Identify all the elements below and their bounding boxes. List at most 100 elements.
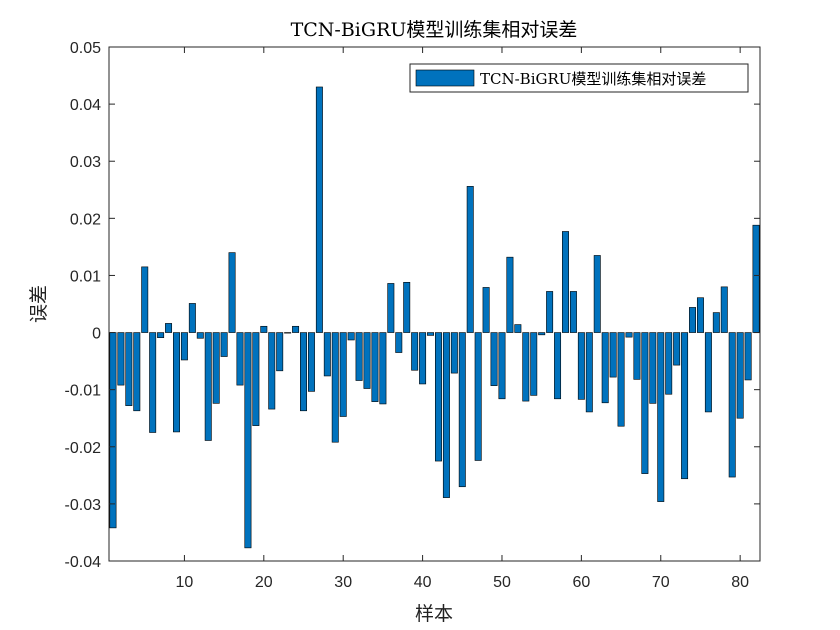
bar <box>395 332 403 353</box>
bar <box>657 332 665 502</box>
bar <box>220 332 228 357</box>
y-axis-ticks: -0.04 -0.03 -0.02 -0.01 0 0.01 0.02 0.03 0.04 0.0… <box>65 40 760 571</box>
bar <box>673 332 681 366</box>
bar <box>141 266 149 333</box>
bar <box>609 332 617 378</box>
bar <box>593 255 601 333</box>
bar <box>355 332 363 381</box>
bar <box>681 332 689 480</box>
bar <box>188 303 196 333</box>
bar <box>728 332 736 478</box>
bar <box>331 332 339 443</box>
legend: TCN-BiGRU模型训练集相对误差 <box>409 63 749 93</box>
x-tick-label: 60 <box>572 574 590 591</box>
bar <box>474 332 482 461</box>
bar <box>323 332 331 377</box>
y-tick-label: -0.02 <box>65 440 102 457</box>
bar <box>157 332 165 338</box>
bar <box>649 332 657 404</box>
bar <box>347 332 355 341</box>
y-tick-label: 0 <box>92 326 101 343</box>
bar <box>458 332 466 488</box>
bar <box>300 332 307 412</box>
bar <box>276 332 284 372</box>
plot-area <box>109 47 760 561</box>
bar <box>712 312 720 333</box>
bar <box>490 332 498 386</box>
bar <box>530 332 538 396</box>
bar <box>569 291 577 333</box>
x-tick-label: 30 <box>334 574 352 591</box>
bar <box>442 332 450 498</box>
x-tick-label: 20 <box>255 574 273 591</box>
bar <box>498 332 506 400</box>
bar <box>506 256 514 333</box>
bar <box>173 332 180 433</box>
bar <box>562 231 569 333</box>
bar <box>379 332 387 405</box>
bar <box>236 332 244 386</box>
bar <box>307 332 315 392</box>
legend-label: TCN-BiGRU模型训练集相对误差 <box>480 70 706 88</box>
bar <box>125 332 133 406</box>
bar <box>538 332 546 336</box>
bar <box>387 283 395 333</box>
bar-group <box>109 86 760 549</box>
legend-swatch <box>415 69 475 87</box>
bar <box>585 332 593 413</box>
bar <box>482 287 490 333</box>
bar <box>411 332 419 371</box>
bar <box>419 332 427 385</box>
bar <box>601 332 609 404</box>
bar <box>450 332 458 374</box>
bar <box>577 332 585 400</box>
bar <box>633 332 641 380</box>
bar <box>212 332 220 404</box>
y-tick-label: 0.05 <box>70 40 101 57</box>
bar <box>522 332 530 402</box>
bar <box>260 325 268 333</box>
bar <box>546 291 554 333</box>
bar <box>704 332 712 413</box>
bar <box>371 332 379 402</box>
x-tick-label: 80 <box>731 574 749 591</box>
x-tick-label: 70 <box>652 574 670 591</box>
bar <box>228 252 236 333</box>
bar <box>427 332 435 336</box>
y-tick-label: 0.04 <box>70 97 101 114</box>
bar <box>752 224 760 333</box>
x-tick-label: 10 <box>176 574 194 591</box>
bar <box>625 332 633 338</box>
y-tick-label: 0.01 <box>70 268 101 285</box>
bar <box>109 332 117 529</box>
bar <box>180 332 188 361</box>
bar <box>244 332 252 549</box>
bar <box>315 86 323 333</box>
bar <box>149 332 157 433</box>
y-tick-label: -0.04 <box>65 554 102 571</box>
x-tick-label: 50 <box>493 574 511 591</box>
bar <box>617 332 625 427</box>
x-axis-ticks: 10 20 30 40 50 60 70 80 <box>176 47 749 591</box>
bar <box>196 332 204 339</box>
bar <box>133 332 141 412</box>
chart-title: TCN-BiGRU模型训练集相对误差 <box>291 19 578 41</box>
y-tick-label: -0.03 <box>65 497 102 514</box>
bar <box>363 332 371 389</box>
bar <box>165 323 173 333</box>
bar <box>284 332 292 334</box>
bar <box>204 332 212 441</box>
bar <box>339 332 347 417</box>
x-tick-label: 40 <box>414 574 432 591</box>
bar <box>744 332 752 381</box>
bar <box>292 325 300 333</box>
bar <box>720 286 728 333</box>
y-axis-label: 误差 <box>28 285 50 323</box>
bar <box>736 332 744 419</box>
bar <box>514 324 522 333</box>
bar <box>689 307 696 333</box>
bar <box>665 332 673 395</box>
plot-frame <box>108 46 761 562</box>
bar <box>641 332 649 474</box>
